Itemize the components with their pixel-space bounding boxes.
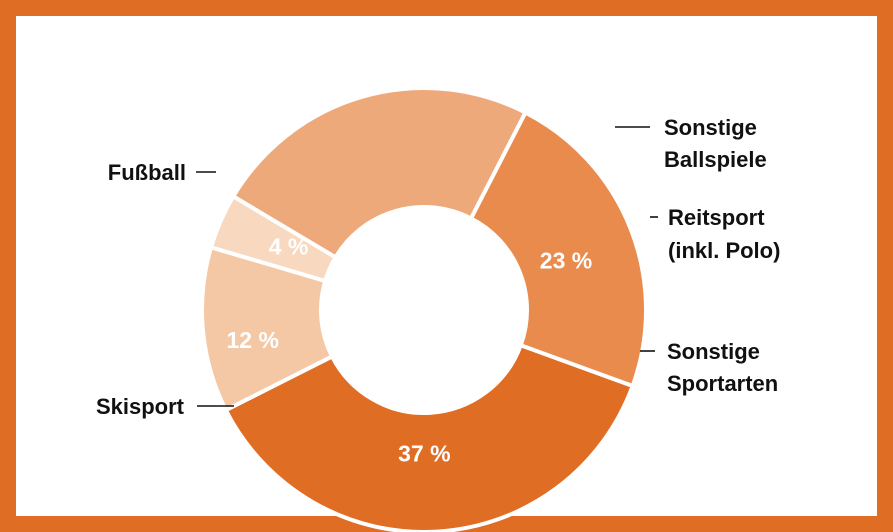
slice-category-label: Fußball [108, 160, 186, 185]
slice-category-label: (inkl. Polo) [668, 238, 780, 263]
slice-value-label: 4 % [269, 233, 309, 259]
slice-category-label: Sonstige [667, 339, 760, 364]
value-labels-layer: 37 % 12 % 4 % 23 % [226, 233, 592, 466]
category-labels-layer: Fußball Sonstige Ballspiele Reitsport (inkl.… [96, 115, 780, 419]
donut-slice [230, 86, 529, 261]
slice-value-label: 12 % [226, 327, 278, 353]
slice-category-label: Skisport [96, 394, 185, 419]
donut-slice [223, 342, 636, 532]
donut-slice [468, 109, 648, 389]
slice-category-label: Sonstige [664, 115, 757, 140]
slice-value-label: 37 % [398, 441, 450, 467]
slice-category-label: Ballspiele [664, 147, 767, 172]
slice-category-label: Sportarten [667, 371, 778, 396]
slices-layer [200, 86, 648, 532]
slice-category-label: Reitsport [668, 205, 765, 230]
slice-value-label: 23 % [540, 248, 592, 274]
